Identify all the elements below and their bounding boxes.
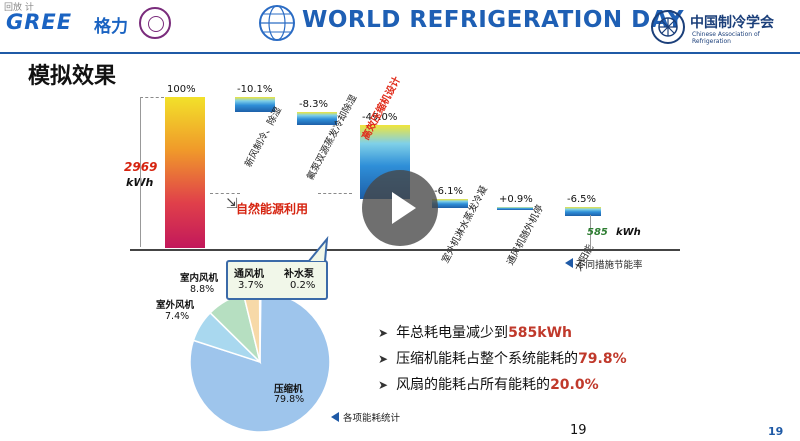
- bullet-2: ➤ 压缩机能耗占整个系统能耗的79.8%: [378, 348, 627, 368]
- waterfall-value-label: -10.1%: [237, 84, 273, 95]
- wrd-globe-icon: [259, 5, 295, 41]
- callout-pointer-icon: [308, 235, 329, 262]
- pie-value-compressor: 79.8%: [274, 394, 305, 405]
- waterfall-value-label: 100%: [167, 84, 196, 95]
- bullet-3-text: 风扇的能耗占所有能耗的: [396, 377, 551, 393]
- bullet-2-highlight: 79.8%: [578, 351, 627, 367]
- gree-cn-logo: 格力: [94, 17, 128, 37]
- bullet-1-highlight: 585kWh: [508, 325, 573, 341]
- waterfall-category-label: 通风机随外机停: [505, 202, 546, 267]
- corner-tag: 回放 计: [4, 3, 34, 13]
- callout-value-pump: 0.2%: [290, 280, 316, 291]
- callout-name-pump: 补水泵: [284, 269, 314, 280]
- mouse-cursor-icon: ⇲: [226, 196, 238, 212]
- waterfall-bar: [297, 112, 337, 125]
- pie-legend: 各项能耗统计: [343, 413, 401, 424]
- pie-label-outdoor-fan: 室外风机: [156, 300, 195, 311]
- header-divider: [0, 52, 800, 54]
- car-name-cn: 中国制冷学会: [690, 15, 774, 31]
- wrd-title: WORLD REFRIGERATION DAY: [302, 7, 685, 33]
- dim-line-vertical: [140, 97, 141, 247]
- bracket-right: [318, 193, 352, 194]
- play-button[interactable]: [362, 170, 438, 246]
- pie-callout: 通风机 3.7% 补水泵 0.2%: [226, 260, 328, 300]
- callout-name-fan: 通风机: [234, 269, 264, 280]
- waterfall-value-label: -8.3%: [299, 99, 329, 111]
- university-seal-icon: [139, 7, 171, 39]
- car-name-en: Chinese Association of Refrigeration: [692, 31, 760, 45]
- natural-energy-label: 自然能源利用: [236, 202, 309, 216]
- waterfall-value-label: -49.0%: [362, 111, 398, 123]
- page-number-corner: 19: [768, 425, 784, 438]
- bullet-1-text: 年总耗电量减少到: [396, 325, 509, 341]
- pie-value-indoor-fan: 8.8%: [190, 284, 215, 295]
- callout-value-fan: 3.7%: [238, 280, 264, 291]
- car-emblem-icon: [651, 10, 685, 44]
- total-unit-label: kWh: [126, 176, 153, 189]
- bullet-3: ➤ 风扇的能耗占所有能耗的20.0%: [378, 374, 599, 394]
- bullet-2-text: 压缩机能耗占整个系统能耗的: [396, 351, 579, 367]
- legend-arrow-icon: [565, 258, 573, 268]
- dim-line-top: [140, 97, 164, 98]
- bullet-arrow-icon: ➤: [378, 378, 389, 392]
- bullet-arrow-icon: ➤: [378, 352, 389, 366]
- waterfall-category-label: 新风制冷、除湿: [243, 105, 284, 170]
- bullet-3-highlight: 20.0%: [550, 377, 599, 393]
- final-unit-label: kWh: [616, 227, 641, 238]
- pie-legend-arrow-icon: [331, 412, 339, 422]
- pie-value-outdoor-fan: 7.4%: [165, 311, 190, 322]
- pie-label-indoor-fan: 室内风机: [180, 273, 219, 284]
- waterfall-value-label: +0.9%: [499, 193, 533, 205]
- slide-title: 模拟效果: [28, 64, 117, 89]
- waterfall-value-label: -6.5%: [567, 193, 597, 205]
- waterfall-bar: [235, 97, 275, 113]
- pie-chart: [189, 291, 331, 432]
- bullet-1: ➤ 年总耗电量减少到585kWh: [378, 322, 572, 342]
- waterfall-bar: [165, 97, 205, 248]
- gree-logo-icon: GREE: [6, 10, 73, 34]
- pie-label-compressor: 压缩机: [274, 384, 303, 395]
- bullet-arrow-icon: ➤: [378, 326, 389, 340]
- page-number: 19: [570, 423, 587, 438]
- waterfall-bar: [432, 198, 468, 208]
- waterfall-bar: [565, 206, 601, 217]
- final-dim-line: [590, 215, 591, 249]
- legend-note: 不同措施节能率: [576, 260, 643, 271]
- final-value-label: 585: [587, 227, 608, 238]
- waterfall-bar: [497, 206, 533, 210]
- bracket-left: [210, 193, 240, 194]
- x-axis: [130, 249, 680, 251]
- waterfall-value-label: -6.1%: [434, 185, 464, 197]
